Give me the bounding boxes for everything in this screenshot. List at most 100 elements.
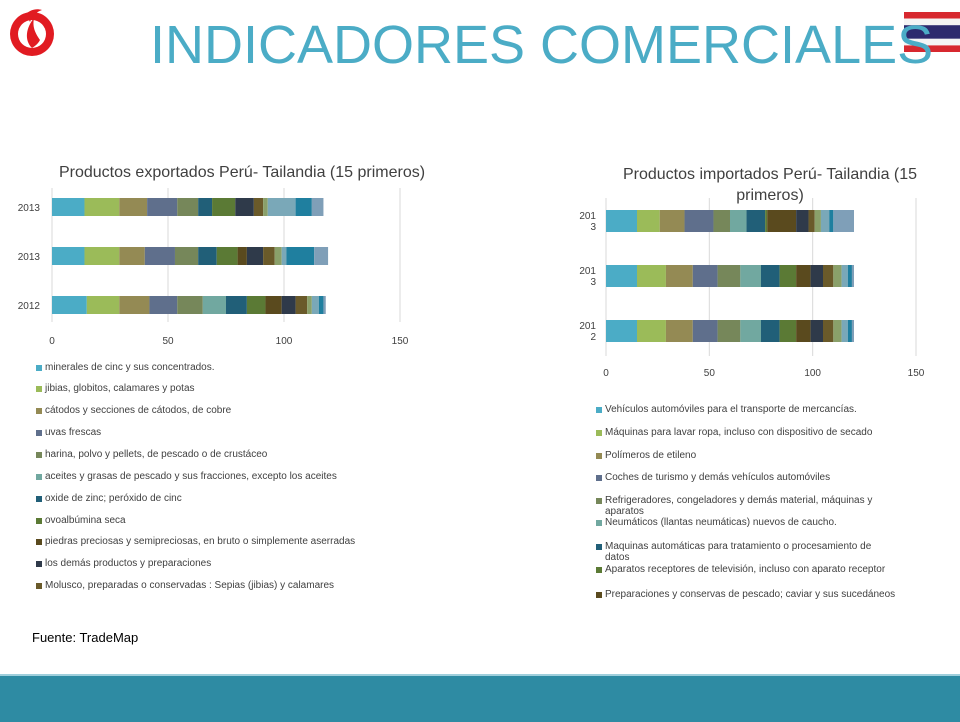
import-bar-segment [765,210,768,232]
export-bar-segment [318,296,324,314]
import-bar-segment [814,210,821,232]
import-bar-segment [847,320,852,342]
export-bar-segment [119,198,148,216]
import-bar-segment [665,320,693,342]
export-bar-segment [235,198,254,216]
import-legend-label: Polímeros de etileno [605,450,697,461]
charts-canvas: 0 50 100 150 2013 2013 2012 0 50 100 150 201 3 201 3 20… [18,188,925,379]
export-legend-label: jibias, globitos, calamares y potas [45,383,195,394]
export-x-tick-label: 0 [49,336,55,347]
source-note: Fuente: TradeMap [32,630,139,645]
import-bar-segment [684,210,714,232]
import-legend-label: Neumáticos (llantas neumáticas) nuevos d… [605,517,837,528]
export-bar-segment [198,247,217,265]
import-bar-segment [659,210,685,232]
export-x-tick-label: 50 [162,336,174,347]
export-bar-segment [246,296,266,314]
import-legend-swatch [596,498,602,504]
import-chart-title: Productos importados Perú- Tailandia (15… [598,164,942,206]
import-legend-label: Refrigeradores, congeladores y demás mat… [605,495,873,517]
export-legend-swatch [36,561,42,567]
thailand-flag-icon [904,12,960,52]
import-x-tick-label: 0 [603,368,609,379]
export-legend-item: minerales de cinc y sus concentrados. [36,362,376,373]
import-bar-segment [841,265,848,287]
import-bar-segment [606,320,637,342]
export-legend-label: uvas frescas [45,427,102,438]
export-legend-label: los demás productos y preparaciones [45,558,212,569]
export-bar-segment [119,296,150,314]
export-bar-segment [52,296,87,314]
export-bar-segment [52,247,85,265]
export-legend-item: cátodos y secciones de cátodos, de cobre [36,405,376,416]
export-bar-segment [265,296,282,314]
import-legend-swatch [596,475,602,481]
import-bar-segment [692,320,718,342]
export-bar-segment [253,198,264,216]
import-legend-item: Refrigeradores, congeladores y demás mat… [596,495,896,517]
import-bar-segment [713,210,730,232]
import-legend-item: Neumáticos (llantas neumáticas) nuevos d… [596,517,896,528]
export-bar-segment [149,296,178,314]
import-bar-segment [841,320,848,342]
export-category-label: 2013 [18,252,41,263]
export-bar-segment [263,198,268,216]
import-bar-segment [779,320,797,342]
import-legend-swatch [596,407,602,413]
import-legend-swatch [596,567,602,573]
export-legend-swatch [36,408,42,414]
import-bar-segment [692,265,718,287]
import-bar-segment [833,265,842,287]
export-legend-item: uvas frescas [36,427,376,438]
export-legend-swatch [36,430,42,436]
import-bar-segment [820,210,830,232]
import-x-tick-label: 150 [908,368,925,379]
page-title: INDICADORES COMERCIALES [150,15,934,75]
import-legend-item: Preparaciones y conservas de pescado; ca… [596,589,896,600]
import-bar-segment [637,320,666,342]
export-x-tick-label: 150 [392,336,409,347]
export-bar-segment [144,247,175,265]
export-category-label: 2013 [18,203,41,214]
import-category-label: 201 3 [579,211,596,233]
export-legend-item: piedras preciosas y semipreciosas, en br… [36,536,376,547]
export-bar-segment [281,296,296,314]
import-bar-segment [761,265,780,287]
export-legend-label: ovoalbúmina seca [45,515,126,526]
import-legend-item: Aparatos receptores de televisión, inclu… [596,564,896,575]
university-logo [10,9,54,56]
export-legend-label: aceites y grasas de pescado y sus fracci… [45,471,337,482]
import-bar-segment [823,265,834,287]
import-bar-segment [829,210,834,232]
export-bar-segment [246,247,264,265]
import-legend-label: Preparaciones y conservas de pescado; ca… [605,589,896,600]
export-legend-label: piedras preciosas y semipreciosas, en br… [45,536,356,547]
import-bar-segment [665,265,693,287]
import-chart-title-text: Productos importados Perú- Tailandia (15… [622,166,918,204]
export-legend-swatch [36,452,42,458]
import-legend-label: Coches de turismo y demás vehículos auto… [605,472,831,483]
import-legend-item: Vehículos automóviles para el transporte… [596,404,896,415]
export-legend-item: aceites y grasas de pescado y sus fracci… [36,471,376,482]
export-bar-segment [119,247,145,265]
export-legend-swatch [36,496,42,502]
import-bar-segment [851,320,854,342]
import-legend-item: Coches de turismo y demás vehículos auto… [596,472,896,483]
import-legend-label: Aparatos receptores de televisión, inclu… [605,564,886,575]
import-bar-segment [833,320,842,342]
import-bar-segment [810,265,823,287]
export-legend-item: jibias, globitos, calamares y potas [36,383,376,394]
export-legend-item: harina, polvo y pellets, de pescado o de… [36,449,376,460]
import-legend-swatch [596,592,602,598]
import-legend-item: Máquinas para lavar ropa, incluso con di… [596,427,896,438]
export-legend-swatch [36,539,42,545]
export-legend-swatch [36,583,42,589]
import-bar-segment [823,320,834,342]
export-bar-segment [281,247,287,265]
import-x-tick-label: 50 [704,368,716,379]
export-bar-segment [226,296,247,314]
export-legend-swatch [36,474,42,480]
export-legend-item: Molusco, preparadas o conservadas : Sepi… [36,580,376,591]
export-bar-segment [307,296,312,314]
import-legend-item: Polímeros de etileno [596,450,896,461]
